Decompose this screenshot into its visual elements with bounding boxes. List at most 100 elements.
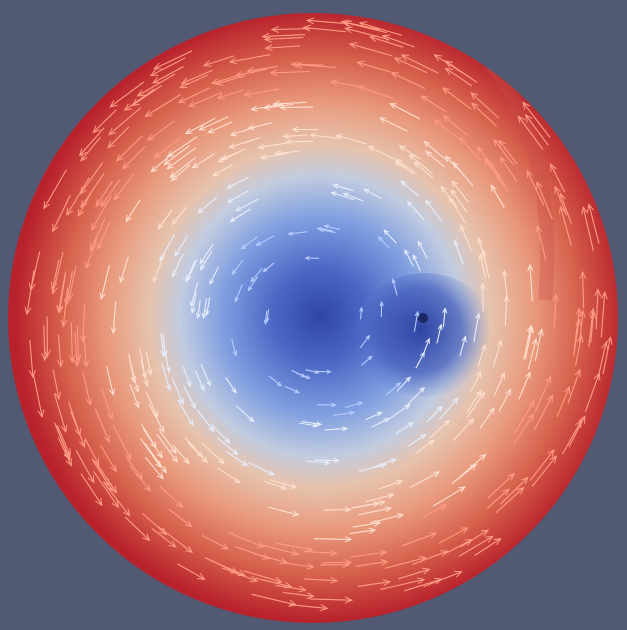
arrow-shaft xyxy=(177,399,194,426)
arrow-shaft xyxy=(271,28,312,31)
arrow-shaft xyxy=(486,488,510,509)
arrow-head xyxy=(357,401,364,406)
arrow-shaft xyxy=(317,227,334,232)
arrow-shaft xyxy=(191,292,197,314)
arrow-shaft xyxy=(466,390,482,413)
arrow-head xyxy=(205,380,211,387)
arrow-head xyxy=(262,267,268,273)
arrow-shaft xyxy=(263,262,275,273)
arrow-head xyxy=(157,223,164,230)
arrow-head xyxy=(241,460,248,467)
arrow-head xyxy=(169,171,177,179)
arrow-shaft xyxy=(445,60,478,83)
arrow-head xyxy=(231,449,239,456)
arrow-head xyxy=(107,140,115,149)
arrow-shaft xyxy=(52,252,64,294)
arrow-shaft xyxy=(144,443,167,473)
arrow-shaft xyxy=(241,236,258,250)
arrow-shaft xyxy=(413,161,434,179)
arrow-head xyxy=(197,573,206,580)
arrow-head xyxy=(80,153,88,162)
arrow-head xyxy=(549,455,558,464)
arrow-shaft xyxy=(534,376,552,413)
arrow-head xyxy=(261,32,270,40)
arrow-head xyxy=(429,532,438,539)
arrow-shaft xyxy=(83,335,87,367)
arrow-head xyxy=(125,452,132,460)
arrow-head xyxy=(153,151,161,159)
arrow-head xyxy=(330,191,337,197)
arrow-shaft xyxy=(263,480,287,490)
arrow-shaft xyxy=(286,140,313,143)
arrow-head xyxy=(331,402,337,408)
arrow-shaft xyxy=(231,259,244,275)
arrow-shaft xyxy=(54,394,67,433)
arrow-shaft xyxy=(425,150,445,168)
arrow-shaft xyxy=(451,180,469,203)
arrow-shaft xyxy=(336,134,367,145)
arrow-shaft xyxy=(380,578,425,590)
arrow-shaft xyxy=(152,253,166,282)
arrow-shaft xyxy=(289,604,328,609)
arrow-head xyxy=(400,54,410,62)
arrow-shaft xyxy=(573,308,580,350)
arrow-head xyxy=(379,117,387,124)
arrow-head xyxy=(186,380,192,388)
arrow-head xyxy=(199,264,206,271)
arrow-shaft xyxy=(203,55,235,67)
arrow-shaft xyxy=(567,369,581,405)
arrow-shaft xyxy=(29,339,34,378)
arrow-head xyxy=(226,183,233,189)
arrow-head xyxy=(390,72,399,79)
arrow-head xyxy=(211,170,219,177)
arrow-head xyxy=(57,359,64,368)
arrow-head xyxy=(425,199,432,206)
arrow-head xyxy=(113,192,121,201)
arrow-head xyxy=(103,435,110,444)
arrow-head xyxy=(384,506,392,513)
arrow-shaft xyxy=(112,301,117,334)
arrow-head xyxy=(452,397,459,404)
arrow-shaft xyxy=(513,414,534,445)
arrow-head xyxy=(175,500,184,508)
arrow-shaft xyxy=(270,479,297,489)
arrow-head xyxy=(521,476,529,485)
arrow-head xyxy=(444,155,452,163)
arrow-shaft xyxy=(379,480,403,490)
arrow-shaft xyxy=(142,512,167,535)
arrow-shaft xyxy=(310,134,339,139)
arrow-head xyxy=(479,453,487,461)
arrow-shaft xyxy=(80,162,104,195)
arrow-head xyxy=(526,324,533,333)
arrow-head xyxy=(442,307,448,314)
arrow-head xyxy=(79,186,88,195)
arrow-shaft xyxy=(30,251,41,291)
arrow-shaft xyxy=(384,557,426,569)
arrow-shaft xyxy=(470,371,482,392)
arrow-shaft xyxy=(159,234,175,261)
arrow-shaft xyxy=(313,538,352,540)
arrow-shaft xyxy=(451,463,477,485)
arrow-shaft xyxy=(230,126,257,136)
arrow-head xyxy=(255,241,262,246)
vortex-core xyxy=(418,313,428,323)
arrow-head xyxy=(335,134,343,140)
arrow-head xyxy=(576,334,584,343)
arrow-head xyxy=(229,216,236,223)
arrow-head xyxy=(60,319,68,328)
arrow-head xyxy=(558,205,566,214)
arrow-shaft xyxy=(554,186,568,216)
arrow-head xyxy=(420,95,429,102)
arrow-shaft xyxy=(247,65,279,72)
arrow-shaft xyxy=(288,231,308,235)
arrow-shaft xyxy=(395,422,414,435)
arrow-head xyxy=(450,188,457,196)
arrow-shaft xyxy=(533,395,553,431)
arrow-shaft xyxy=(584,372,600,413)
arrow-shaft xyxy=(266,309,270,322)
arrow-head xyxy=(229,130,237,137)
arrow-head xyxy=(516,486,525,495)
arrow-shaft xyxy=(500,477,529,505)
arrow-head xyxy=(340,19,350,27)
arrow-head xyxy=(95,199,103,208)
